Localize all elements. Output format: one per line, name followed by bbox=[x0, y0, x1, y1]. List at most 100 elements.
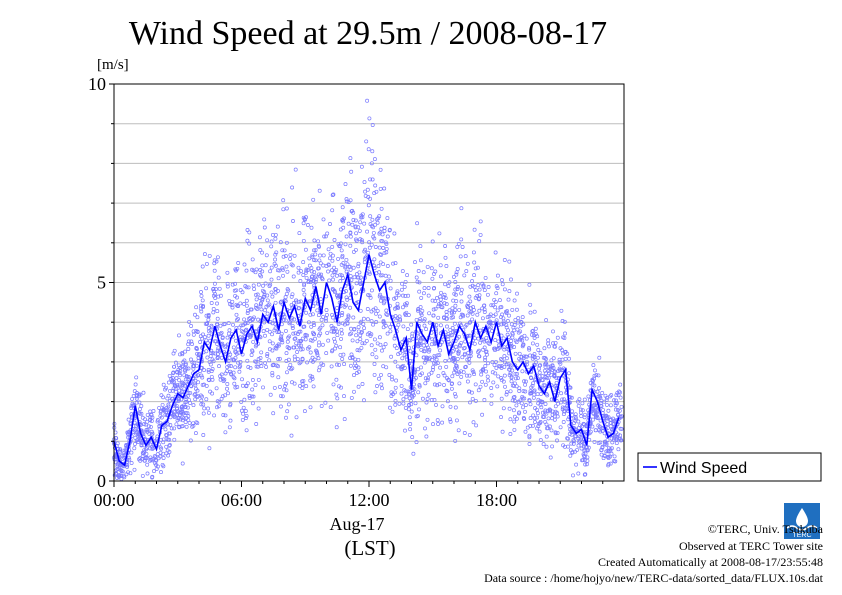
scatter-point bbox=[253, 383, 258, 388]
scatter-point bbox=[502, 258, 507, 262]
scatter-point bbox=[478, 384, 483, 389]
scatter-point bbox=[448, 333, 453, 338]
scatter-point bbox=[186, 339, 191, 344]
scatter-point bbox=[182, 373, 187, 378]
scatter-point bbox=[200, 298, 205, 303]
scatter-point bbox=[349, 395, 354, 400]
scatter-point bbox=[508, 363, 513, 368]
scatter-point bbox=[194, 386, 198, 391]
scatter-point bbox=[339, 331, 344, 336]
scatter-point bbox=[352, 327, 357, 331]
scatter-point bbox=[604, 442, 609, 447]
scatter-point bbox=[353, 225, 358, 230]
scatter-point bbox=[206, 314, 211, 319]
scatter-point bbox=[379, 238, 384, 243]
scatter-point bbox=[453, 438, 458, 443]
scatter-point bbox=[233, 267, 238, 272]
scatter-point bbox=[536, 401, 541, 406]
scatter-point bbox=[134, 375, 139, 380]
scatter-point bbox=[426, 392, 431, 397]
scatter-point bbox=[618, 395, 623, 400]
scatter-point bbox=[449, 311, 454, 316]
scatter-point bbox=[175, 383, 180, 388]
scatter-point bbox=[497, 298, 502, 303]
scatter-point bbox=[446, 284, 451, 288]
scatter-point bbox=[241, 411, 246, 416]
scatter-point bbox=[467, 320, 472, 325]
scatter-point bbox=[319, 361, 324, 366]
scatter-point bbox=[403, 428, 407, 433]
scatter-point bbox=[218, 323, 223, 328]
scatter-point bbox=[499, 305, 504, 310]
scatter-point bbox=[302, 283, 307, 288]
scatter-point bbox=[460, 312, 465, 317]
scatter-point bbox=[175, 406, 180, 411]
scatter-point bbox=[184, 415, 189, 420]
scatter-point bbox=[215, 356, 220, 360]
scatter-point bbox=[384, 308, 389, 313]
scatter-point bbox=[348, 234, 353, 239]
scatter-point bbox=[324, 318, 328, 323]
scatter-point bbox=[323, 234, 328, 239]
scatter-point bbox=[468, 320, 473, 325]
scatter-point bbox=[512, 399, 517, 403]
scatter-point bbox=[335, 293, 339, 298]
scatter-point bbox=[231, 375, 236, 380]
scatter-point bbox=[312, 238, 317, 243]
scatter-point bbox=[440, 404, 445, 409]
scatter-point bbox=[606, 454, 611, 459]
scatter-point bbox=[287, 346, 292, 351]
scatter-point bbox=[540, 410, 545, 415]
scatter-point bbox=[285, 269, 290, 274]
scatter-point bbox=[336, 322, 341, 326]
scatter-point bbox=[218, 377, 223, 382]
scatter-point bbox=[236, 261, 241, 265]
scatter-point bbox=[292, 354, 297, 359]
scatter-point bbox=[176, 367, 181, 372]
scatter-point bbox=[158, 450, 163, 455]
scatter-point bbox=[457, 342, 462, 347]
chart-title: Wind Speed at 29.5m / 2008-08-17 bbox=[129, 15, 607, 52]
scatter-point bbox=[475, 312, 480, 317]
scatter-point bbox=[391, 261, 396, 266]
scatter-point bbox=[352, 275, 357, 280]
scatter-point bbox=[373, 222, 378, 227]
scatter-point bbox=[537, 370, 542, 375]
scatter-point bbox=[619, 414, 624, 419]
scatter-point bbox=[598, 429, 603, 434]
scatter-point bbox=[562, 319, 567, 324]
scatter-point bbox=[320, 342, 325, 347]
scatter-point bbox=[303, 247, 308, 252]
scatter-point bbox=[299, 343, 303, 348]
scatter-point bbox=[334, 392, 339, 397]
scatter-point bbox=[183, 349, 188, 354]
scatter-point bbox=[334, 425, 339, 430]
scatter-point bbox=[140, 454, 145, 459]
scatter-point bbox=[466, 389, 471, 394]
scatter-point bbox=[454, 344, 458, 349]
scatter-point bbox=[570, 409, 575, 414]
scatter-point bbox=[510, 307, 515, 312]
scatter-point bbox=[263, 333, 267, 338]
scatter-point bbox=[401, 401, 406, 406]
scatter-point bbox=[385, 331, 390, 336]
scatter-point bbox=[528, 402, 533, 407]
scatter-point bbox=[392, 336, 397, 341]
scatter-point bbox=[356, 275, 361, 280]
scatter-point bbox=[312, 283, 317, 288]
scatter-point bbox=[187, 397, 192, 402]
scatter-point bbox=[455, 356, 460, 361]
scatter-point bbox=[241, 323, 245, 328]
scatter-point bbox=[360, 382, 365, 386]
scatter-point bbox=[452, 357, 456, 362]
scatter-point bbox=[230, 305, 235, 310]
scatter-point bbox=[435, 353, 440, 358]
scatter-point bbox=[369, 309, 374, 314]
scatter-point bbox=[454, 363, 458, 368]
scatter-point bbox=[152, 469, 156, 474]
scatter-point bbox=[378, 252, 383, 257]
scatter-point bbox=[294, 298, 299, 303]
scatter-point bbox=[410, 334, 415, 339]
scatter-point bbox=[450, 306, 455, 311]
